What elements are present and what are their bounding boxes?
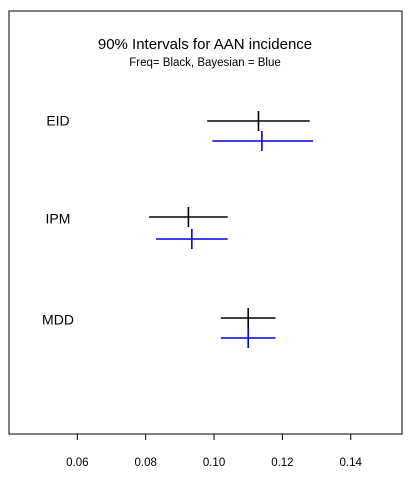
x-tick-label: 0.08	[135, 457, 157, 469]
interval-bayesian-ipm	[155, 229, 228, 249]
x-tick-label: 0.12	[271, 457, 293, 469]
x-tick-label: 0.14	[340, 457, 363, 469]
x-axis: 0.06 0.08 0.10 0.12 0.14	[66, 434, 363, 469]
chart-subtitle: Freq= Black, Bayesian = Blue	[129, 57, 281, 69]
interval-bayesian-eid	[212, 131, 314, 151]
x-tick-label: 0.10	[203, 457, 225, 469]
interval-freq-mdd	[220, 308, 276, 328]
interval-freq-eid	[207, 111, 310, 131]
category-label-eid: EID	[46, 113, 69, 129]
category-labels: EID IPM MDD	[42, 113, 74, 328]
interval-bayesian-mdd	[220, 328, 276, 348]
x-tick-label: 0.06	[66, 457, 88, 469]
intervals-layer	[149, 111, 314, 348]
category-label-ipm: IPM	[46, 211, 71, 227]
chart-title: 90% Intervals for AAN incidence	[98, 36, 312, 53]
interval-freq-ipm	[149, 207, 228, 227]
category-label-mdd: MDD	[42, 312, 74, 328]
plot-frame	[8, 10, 403, 435]
